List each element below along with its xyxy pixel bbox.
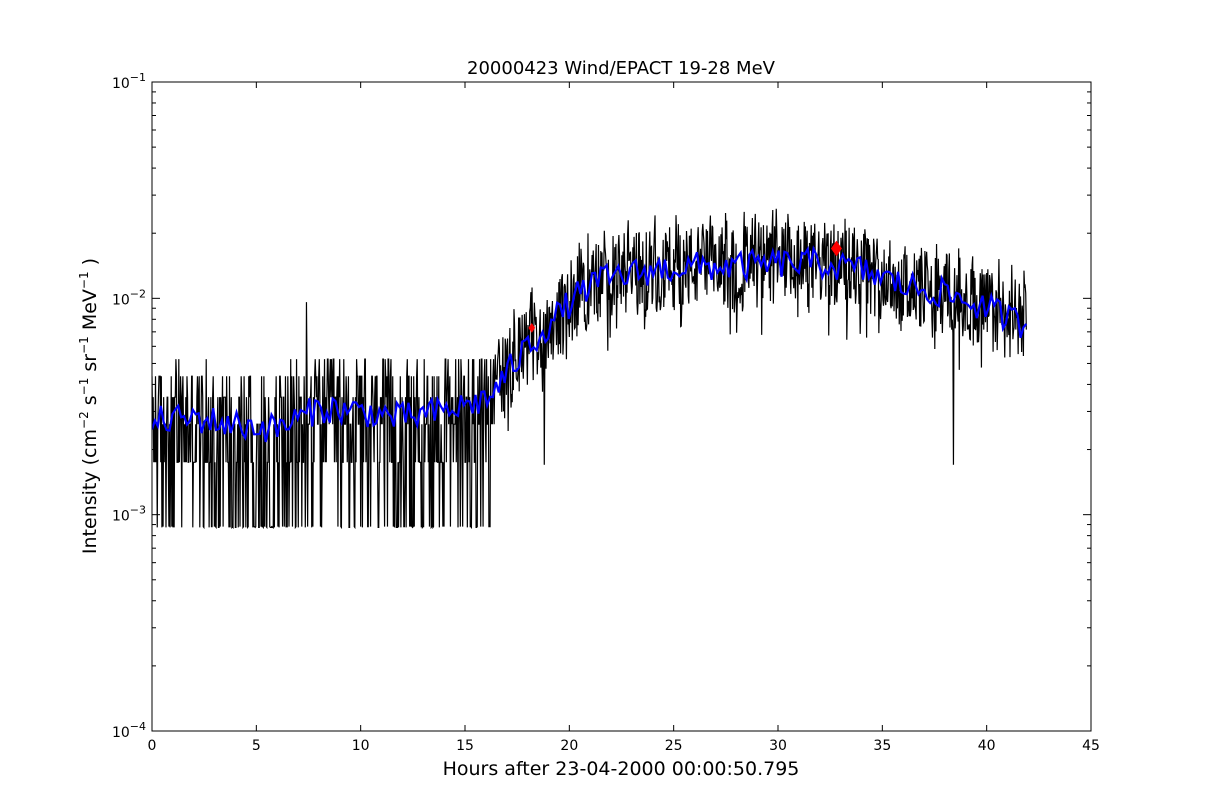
marker-1 — [528, 323, 536, 333]
y-axis-label-exp-sr: −1 — [77, 336, 91, 354]
marker-2 — [830, 240, 842, 257]
y-axis-label-s: s — [79, 395, 101, 411]
x-tick-label-30: 30 — [769, 738, 787, 754]
ticks-layer: 0 5 10 15 20 25 30 35 40 45 10−4 10−3 10−2 10−1 — [112, 71, 1100, 754]
y-axis-label-exp-mev: −1 — [77, 271, 91, 289]
x-axis-label: Hours after 23-04-2000 00:00:50.795 — [443, 758, 800, 780]
series-smoothed-line — [152, 245, 1028, 443]
chart-title: 20000423 Wind/EPACT 19-28 MeV — [467, 58, 776, 79]
plot-frame — [151, 81, 1092, 732]
y-tick-label-0: 10−4 — [112, 720, 146, 741]
y-tick-label-1: 10−3 — [112, 504, 146, 525]
y-axis-label-prefix: Intensity (cm — [79, 429, 101, 554]
y-axis-label-exp-cm: −2 — [77, 411, 91, 429]
x-tick-label-25: 25 — [665, 738, 683, 754]
y-axis-label: Intensity (cm−2 s−1 sr−1 MeV−1 ) — [77, 258, 101, 554]
y-axis-label-exp-s: −1 — [77, 378, 91, 396]
x-tick-label-40: 40 — [978, 738, 996, 754]
x-tick-label-5: 5 — [252, 738, 261, 754]
y-axis-label-sr: sr — [79, 354, 101, 378]
y-tick-label-3: 10−1 — [112, 71, 146, 92]
x-tick-label-35: 35 — [873, 738, 891, 754]
x-tick-label-45: 45 — [1082, 738, 1100, 754]
x-tick-label-15: 15 — [456, 738, 474, 754]
y-tick-label-2: 10−2 — [112, 287, 146, 308]
x-tick-label-0: 0 — [148, 738, 157, 754]
plot-layer — [152, 208, 1028, 530]
y-axis-label-suffix: ) — [79, 258, 101, 271]
x-tick-label-10: 10 — [352, 738, 370, 754]
x-tick-label-20: 20 — [560, 738, 578, 754]
y-axis-label-mev: MeV — [79, 289, 101, 336]
series-raw-line — [152, 208, 1027, 530]
